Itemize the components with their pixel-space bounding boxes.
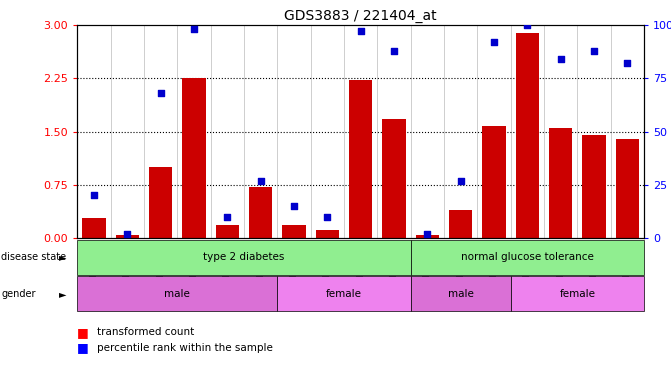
Text: percentile rank within the sample: percentile rank within the sample	[97, 343, 273, 353]
Bar	[482, 126, 506, 238]
Text: ►: ►	[59, 252, 66, 262]
Text: male: male	[448, 289, 474, 299]
Point	[488, 39, 499, 45]
Bar	[115, 235, 139, 238]
Bar	[416, 235, 439, 238]
Bar	[149, 167, 172, 238]
Point	[522, 22, 533, 28]
Point	[389, 48, 399, 54]
Text: transformed count: transformed count	[97, 327, 195, 337]
Text: gender: gender	[1, 289, 36, 299]
Bar	[82, 218, 105, 238]
Bar	[215, 225, 239, 238]
Bar	[282, 225, 305, 238]
Title: GDS3883 / 221404_at: GDS3883 / 221404_at	[285, 8, 437, 23]
Bar	[349, 80, 372, 238]
Bar	[315, 230, 339, 238]
Bar	[582, 135, 606, 238]
Point	[89, 192, 99, 199]
Text: ■: ■	[77, 326, 89, 339]
Point	[422, 231, 433, 237]
Text: type 2 diabetes: type 2 diabetes	[203, 252, 285, 262]
Point	[622, 60, 633, 66]
Text: normal glucose tolerance: normal glucose tolerance	[461, 252, 594, 262]
Text: disease state: disease state	[1, 252, 66, 262]
Bar	[549, 128, 572, 238]
Point	[189, 26, 199, 32]
Point	[556, 56, 566, 62]
Text: ■: ■	[77, 341, 89, 354]
Bar	[616, 139, 639, 238]
Point	[122, 231, 133, 237]
Point	[322, 214, 333, 220]
Point	[222, 214, 233, 220]
Point	[456, 177, 466, 184]
Text: ►: ►	[59, 289, 66, 299]
Point	[155, 90, 166, 96]
Bar	[382, 119, 406, 238]
Point	[255, 177, 266, 184]
Bar	[449, 210, 472, 238]
Point	[289, 203, 299, 209]
Point	[356, 28, 366, 35]
Bar	[183, 78, 205, 238]
Text: male: male	[164, 289, 190, 299]
Point	[588, 48, 599, 54]
Bar	[516, 33, 539, 238]
Text: female: female	[326, 289, 362, 299]
Bar	[249, 187, 272, 238]
Text: female: female	[560, 289, 595, 299]
